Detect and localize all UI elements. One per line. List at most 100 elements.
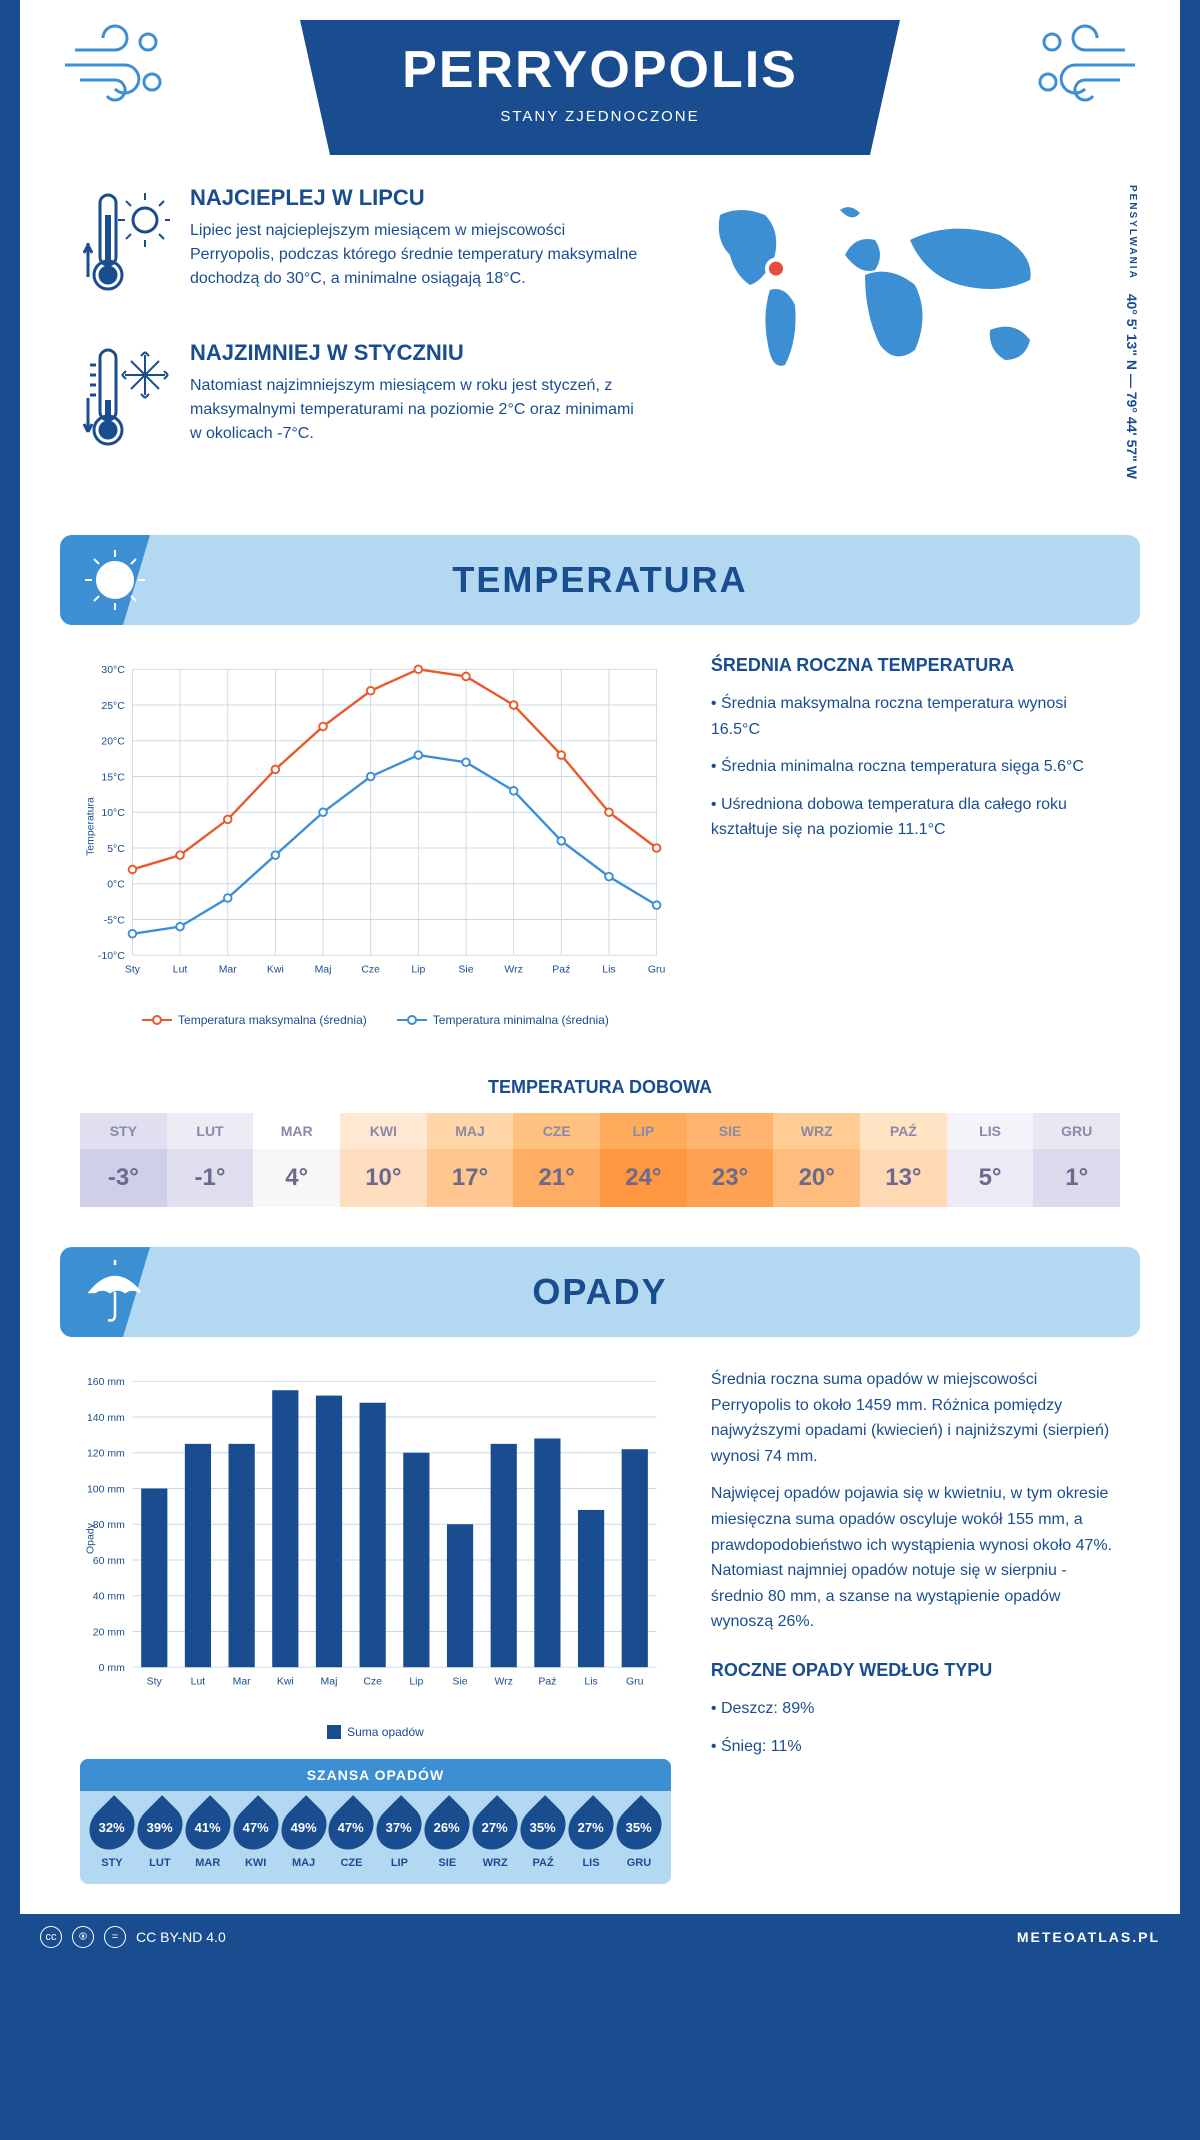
type-bullet: Śnieg: 11%: [711, 1734, 1120, 1760]
svg-text:Wrz: Wrz: [495, 1676, 513, 1687]
svg-text:Temperatura: Temperatura: [85, 797, 96, 856]
warmest-title: NAJCIEPLEJ W LIPCU: [190, 185, 640, 211]
footer: cc 🅯 = CC BY-ND 4.0 METEOATLAS.PL: [0, 1914, 1200, 1960]
temperature-line-chart: -10°C-5°C0°C5°C10°C15°C20°C25°C30°CStyLu…: [80, 655, 671, 998]
daily-temp-table: STY-3°LUT-1°MAR4°KWI10°MAJ17°CZE21°LIP24…: [80, 1113, 1120, 1207]
warmest-text: Lipiec jest najcieplejszym miesiącem w m…: [190, 219, 640, 291]
temp-bullet: Średnia minimalna roczna temperatura się…: [711, 754, 1120, 780]
temp-bullet: Średnia maksymalna roczna temperatura wy…: [711, 691, 1120, 742]
chance-cell: 47%CZE: [330, 1803, 374, 1869]
precip-p2: Najwięcej opadów pojawia się w kwietniu,…: [711, 1481, 1120, 1635]
svg-text:25°C: 25°C: [101, 701, 125, 712]
warmest-fact: NAJCIEPLEJ W LIPCU Lipiec jest najcieple…: [80, 185, 640, 310]
thermometer-hot-icon: [80, 185, 170, 310]
svg-text:0 mm: 0 mm: [99, 1663, 125, 1674]
temp-cell: CZE21°: [513, 1113, 600, 1207]
svg-text:Gru: Gru: [626, 1676, 644, 1687]
svg-text:40 mm: 40 mm: [93, 1592, 125, 1603]
precip-p1: Średnia roczna suma opadów w miejscowośc…: [711, 1367, 1120, 1469]
temperature-title: TEMPERATURA: [452, 559, 747, 601]
svg-text:10°C: 10°C: [101, 808, 125, 819]
chance-cell: 39%LUT: [138, 1803, 182, 1869]
svg-text:Kwi: Kwi: [267, 964, 284, 975]
svg-text:Gru: Gru: [648, 964, 666, 975]
temp-bullet: Uśredniona dobowa temperatura dla całego…: [711, 792, 1120, 843]
temp-cell: LIP24°: [600, 1113, 687, 1207]
precipitation-bar-chart: 0 mm 20 mm 40 mm 60 mm 80 mm 100 mm 120 mm 140 …: [80, 1367, 671, 1710]
temp-cell: WRZ20°: [773, 1113, 860, 1207]
temp-bullets: Średnia maksymalna roczna temperatura wy…: [711, 691, 1120, 843]
svg-text:120 mm: 120 mm: [87, 1449, 125, 1460]
coord-sep: —: [1124, 374, 1140, 392]
temp-cell: LUT-1°: [167, 1113, 254, 1207]
umbrella-icon: [80, 1257, 150, 1327]
svg-text:Maj: Maj: [321, 1676, 338, 1687]
chance-cell: 47%KWI: [234, 1803, 278, 1869]
svg-text:Lis: Lis: [584, 1676, 597, 1687]
svg-text:Lip: Lip: [409, 1676, 423, 1687]
precip-legend: Suma opadów: [80, 1725, 671, 1739]
svg-text:Kwi: Kwi: [277, 1676, 294, 1687]
svg-text:20 mm: 20 mm: [93, 1627, 125, 1638]
svg-text:Mar: Mar: [233, 1676, 252, 1687]
svg-text:0°C: 0°C: [107, 880, 125, 891]
by-type-list: Deszcz: 89% Śnieg: 11%: [711, 1696, 1120, 1759]
daily-temp-title: TEMPERATURA DOBOWA: [20, 1077, 1180, 1098]
city-title: PERRYOPOLIS: [380, 40, 820, 100]
chance-cell: 37%LIP: [377, 1803, 421, 1869]
country-subtitle: STANY ZJEDNOCZONE: [380, 108, 820, 125]
svg-text:Cze: Cze: [361, 964, 380, 975]
svg-text:20°C: 20°C: [101, 737, 125, 748]
wind-right-icon: [1030, 20, 1140, 110]
coldest-fact: NAJZIMNIEJ W STYCZNIU Natomiast najzimni…: [80, 340, 640, 465]
legend-min-label: Temperatura minimalna (średnia): [433, 1013, 609, 1027]
svg-text:Opady: Opady: [85, 1522, 96, 1554]
chance-cell: 35%GRU: [617, 1803, 661, 1869]
svg-text:Sty: Sty: [147, 1676, 163, 1687]
temp-side-title: ŚREDNIA ROCZNA TEMPERATURA: [711, 655, 1120, 676]
license-label: CC BY-ND 4.0: [136, 1929, 226, 1945]
svg-text:Mar: Mar: [219, 964, 238, 975]
temp-cell: PAŹ13°: [860, 1113, 947, 1207]
by-type-title: ROCZNE OPADY WEDŁUG TYPU: [711, 1660, 1120, 1681]
chance-cell: 32%STY: [90, 1803, 134, 1869]
temp-legend: Temperatura maksymalna (średnia) Tempera…: [80, 1013, 671, 1027]
thermometer-cold-icon: [80, 340, 170, 465]
chance-cell: 27%LIS: [569, 1803, 613, 1869]
svg-text:-5°C: -5°C: [104, 915, 125, 926]
temp-cell: GRU1°: [1033, 1113, 1120, 1207]
chance-cell: 26%SIE: [425, 1803, 469, 1869]
svg-text:Sie: Sie: [452, 1676, 467, 1687]
temp-cell: KWI10°: [340, 1113, 427, 1207]
lat-label: 40° 5' 13" N: [1124, 294, 1140, 370]
svg-text:Cze: Cze: [363, 1676, 382, 1687]
header-band: PERRYOPOLIS STANY ZJEDNOCZONE: [20, 0, 1180, 155]
chance-cell: 35%PAŹ: [521, 1803, 565, 1869]
region-label: PENSYLWANIA: [1127, 185, 1138, 280]
coordinates: PENSYLWANIA 40° 5' 13" N — 79° 44' 57" W: [1124, 185, 1140, 479]
svg-text:-10°C: -10°C: [98, 951, 125, 962]
chance-cell: 27%WRZ: [473, 1803, 517, 1869]
temp-cell: LIS5°: [947, 1113, 1034, 1207]
lon-label: 79° 44' 57" W: [1124, 392, 1140, 479]
temp-cell: MAR4°: [253, 1113, 340, 1207]
chance-title: SZANSA OPADÓW: [80, 1759, 671, 1791]
chance-table: SZANSA OPADÓW 32%STY39%LUT41%MAR47%KWI49…: [80, 1759, 671, 1884]
temp-cell: STY-3°: [80, 1113, 167, 1207]
coldest-title: NAJZIMNIEJ W STYCZNIU: [190, 340, 640, 366]
svg-text:Paź: Paź: [552, 964, 570, 975]
svg-text:Wrz: Wrz: [504, 964, 522, 975]
svg-text:Lis: Lis: [602, 964, 615, 975]
svg-text:15°C: 15°C: [101, 772, 125, 783]
svg-text:140 mm: 140 mm: [87, 1413, 125, 1424]
world-map: PENSYLWANIA 40° 5' 13" N — 79° 44' 57" W: [680, 185, 1120, 495]
temp-cell: MAJ17°: [427, 1113, 514, 1207]
svg-text:100 mm: 100 mm: [87, 1484, 125, 1495]
title-block: PERRYOPOLIS STANY ZJEDNOCZONE: [300, 20, 900, 155]
svg-text:Lut: Lut: [173, 964, 188, 975]
type-bullet: Deszcz: 89%: [711, 1696, 1120, 1722]
svg-text:80 mm: 80 mm: [93, 1520, 125, 1531]
svg-text:Paź: Paź: [538, 1676, 556, 1687]
svg-text:60 mm: 60 mm: [93, 1556, 125, 1567]
wind-left-icon: [60, 20, 170, 110]
